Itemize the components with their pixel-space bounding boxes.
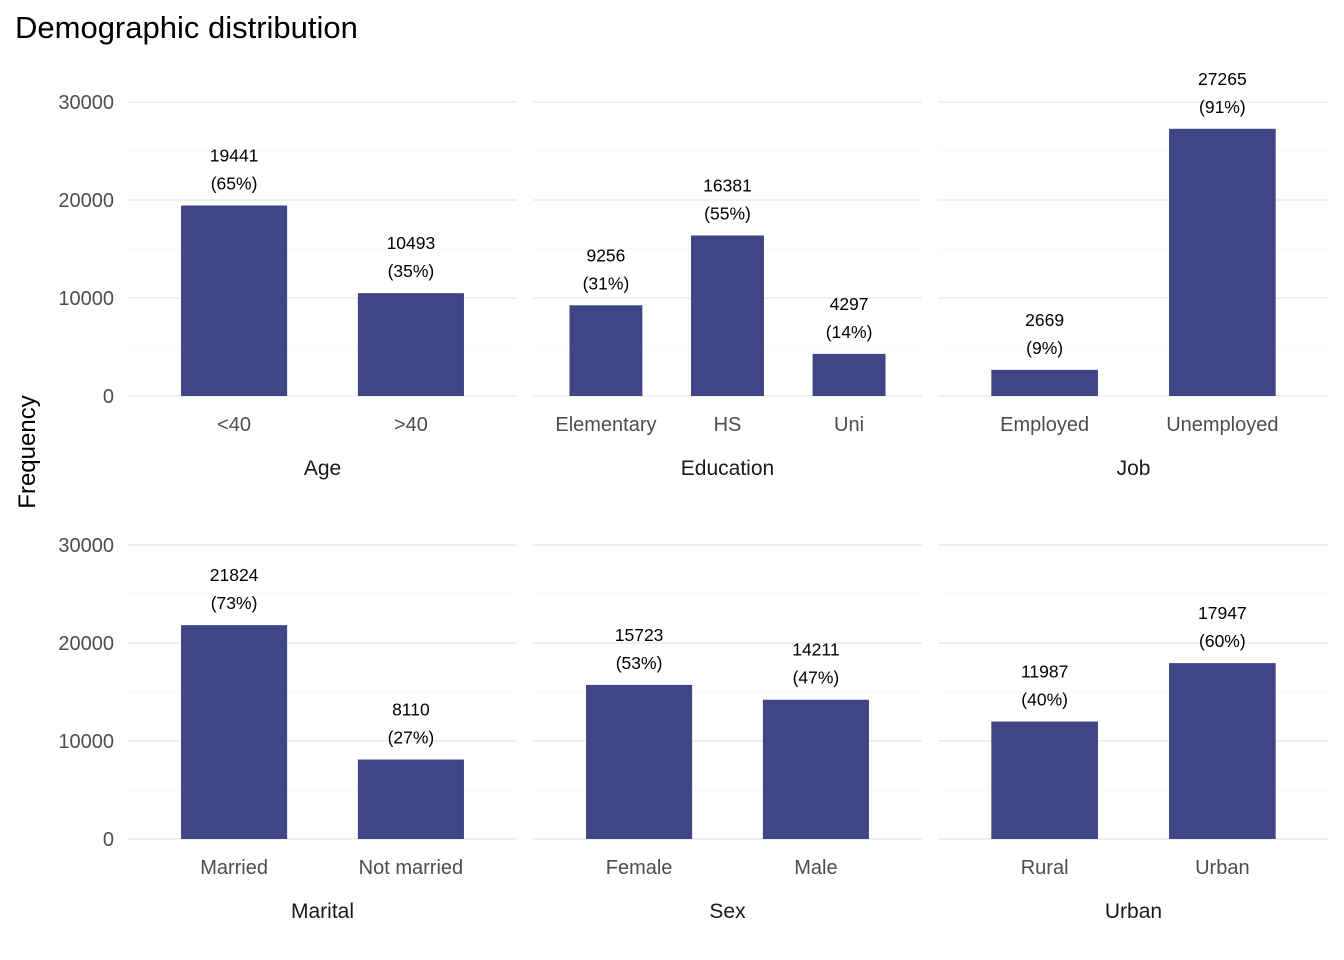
data-label-value: 4297 bbox=[830, 294, 869, 314]
data-label-value: 8110 bbox=[392, 700, 430, 720]
data-label-value: 14211 bbox=[792, 640, 839, 660]
y-tick-label: 0 bbox=[103, 829, 114, 851]
bar-marital-0 bbox=[181, 625, 288, 839]
bar-education-1 bbox=[691, 235, 764, 396]
bar-age-1 bbox=[357, 293, 464, 396]
bar-education-0 bbox=[569, 305, 643, 396]
data-label-percent: (9%) bbox=[1026, 338, 1063, 358]
x-tick-label: Unemployed bbox=[1166, 414, 1278, 436]
data-label-percent: (14%) bbox=[826, 322, 873, 342]
data-label-percent: (27%) bbox=[388, 728, 435, 748]
x-tick-label: Male bbox=[794, 857, 837, 879]
y-tick-label: 10000 bbox=[58, 731, 114, 753]
y-tick-label: 20000 bbox=[58, 633, 114, 655]
x-tick-label: Elementary bbox=[555, 414, 656, 436]
data-label-percent: (40%) bbox=[1021, 690, 1068, 710]
data-label-percent: (35%) bbox=[388, 261, 435, 281]
facet-label-sex: Sex bbox=[709, 900, 746, 923]
x-tick-label: Employed bbox=[1000, 414, 1089, 436]
facet-label-job: Job bbox=[1117, 457, 1151, 480]
bar-sex-0 bbox=[586, 684, 693, 839]
y-tick-label: 0 bbox=[103, 386, 114, 408]
facet-label-education: Education bbox=[681, 457, 774, 480]
y-tick-label: 30000 bbox=[58, 535, 114, 557]
x-tick-label: <40 bbox=[217, 414, 251, 436]
y-tick-label: 20000 bbox=[58, 190, 114, 212]
data-label-percent: (73%) bbox=[211, 593, 258, 613]
bar-urban-0 bbox=[991, 721, 1098, 839]
facet-label-urban: Urban bbox=[1105, 900, 1162, 923]
data-label-value: 15723 bbox=[615, 625, 664, 645]
facet-label-marital: Marital bbox=[291, 900, 354, 923]
bar-age-0 bbox=[181, 205, 288, 396]
x-tick-label: Female bbox=[606, 857, 673, 879]
data-label-value: 11987 bbox=[1021, 662, 1068, 682]
x-tick-label: Not married bbox=[359, 857, 463, 879]
x-tick-label: Urban bbox=[1195, 857, 1249, 879]
bar-marital-1 bbox=[357, 759, 464, 839]
y-tick-label: 10000 bbox=[58, 288, 114, 310]
data-label-value: 9256 bbox=[586, 245, 625, 265]
data-label-percent: (53%) bbox=[616, 653, 663, 673]
data-label-percent: (31%) bbox=[583, 273, 630, 293]
data-label-value: 19441 bbox=[210, 145, 259, 165]
x-tick-label: HS bbox=[714, 414, 742, 436]
data-label-value: 10493 bbox=[387, 233, 436, 253]
chart-title: Demographic distribution bbox=[15, 10, 358, 45]
bar-job-1 bbox=[1169, 128, 1276, 397]
data-label-percent: (60%) bbox=[1199, 631, 1246, 651]
bar-sex-1 bbox=[762, 699, 869, 839]
x-tick-label: Rural bbox=[1021, 857, 1069, 879]
bar-urban-1 bbox=[1169, 663, 1276, 839]
bar-job-0 bbox=[991, 369, 1098, 396]
data-label-value: 27265 bbox=[1198, 69, 1247, 89]
x-tick-label: Married bbox=[200, 857, 268, 879]
data-label-value: 17947 bbox=[1198, 603, 1247, 623]
bar-education-2 bbox=[812, 353, 886, 396]
data-label-percent: (55%) bbox=[704, 203, 751, 223]
data-label-value: 16381 bbox=[703, 175, 752, 195]
y-tick-label: 30000 bbox=[58, 92, 114, 114]
facet-label-age: Age bbox=[304, 457, 341, 480]
data-label-percent: (65%) bbox=[211, 173, 258, 193]
x-tick-label: Uni bbox=[834, 414, 864, 436]
data-label-percent: (47%) bbox=[793, 668, 840, 688]
data-label-value: 21824 bbox=[210, 565, 259, 585]
data-label-value: 2669 bbox=[1025, 310, 1064, 330]
data-label-percent: (91%) bbox=[1199, 97, 1246, 117]
x-tick-label: >40 bbox=[394, 414, 428, 436]
